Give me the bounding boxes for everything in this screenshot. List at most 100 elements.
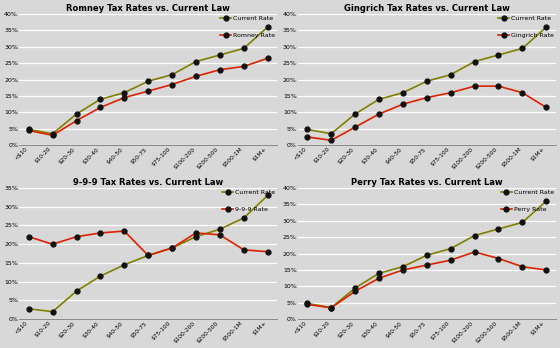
Romney Rate [121, 96, 128, 100]
Current Rate [169, 246, 175, 250]
Perry Rate [328, 306, 334, 310]
Gingrich Rate [423, 96, 430, 100]
Romney Rate [217, 68, 223, 72]
Perry Rate [423, 263, 430, 267]
9-9-9 Rate [217, 233, 223, 237]
Current Rate [352, 286, 358, 290]
Perry Rate [376, 276, 382, 280]
Current Rate [49, 132, 56, 136]
9-9-9 Rate [25, 235, 32, 239]
Current Rate [471, 234, 478, 238]
Perry Rate [399, 268, 406, 272]
Current Rate [304, 127, 311, 132]
9-9-9 Rate [264, 250, 271, 254]
Current Rate [25, 127, 32, 132]
Line: Current Rate: Current Rate [305, 199, 549, 310]
Romney Rate [193, 74, 199, 78]
Gingrich Rate [519, 90, 526, 95]
Perry Rate [447, 258, 454, 262]
Current Rate [145, 253, 152, 258]
Legend: Current Rate, Romney Rate: Current Rate, Romney Rate [219, 15, 277, 39]
Current Rate [97, 97, 104, 101]
Romney Rate [25, 128, 32, 133]
Current Rate [217, 53, 223, 57]
Current Rate [399, 90, 406, 95]
Perry Rate [543, 268, 549, 272]
Current Rate [376, 97, 382, 101]
Legend: Current Rate, 9-9-9 Rate: Current Rate, 9-9-9 Rate [221, 189, 277, 213]
Current Rate [399, 264, 406, 269]
Gingrich Rate [495, 84, 502, 88]
Current Rate [193, 235, 199, 239]
9-9-9 Rate [73, 235, 80, 239]
Romney Rate [264, 56, 271, 60]
Current Rate [264, 193, 271, 198]
9-9-9 Rate [193, 231, 199, 235]
9-9-9 Rate [49, 242, 56, 246]
Current Rate [97, 274, 104, 278]
Current Rate [352, 112, 358, 116]
9-9-9 Rate [97, 231, 104, 235]
Current Rate [25, 307, 32, 311]
Perry Rate [471, 250, 478, 254]
Gingrich Rate [304, 135, 311, 139]
Line: Gingrich Rate: Gingrich Rate [305, 84, 549, 143]
Current Rate [519, 46, 526, 50]
Current Rate [495, 227, 502, 231]
9-9-9 Rate [121, 229, 128, 233]
Perry Rate [495, 256, 502, 261]
Romney Rate [73, 119, 80, 123]
Current Rate [49, 310, 56, 314]
Current Rate [423, 253, 430, 257]
Current Rate [121, 90, 128, 95]
Perry Rate [304, 302, 311, 307]
Gingrich Rate [376, 112, 382, 116]
Gingrich Rate [543, 105, 549, 110]
Current Rate [519, 220, 526, 224]
Title: Romney Tax Rates vs. Current Law: Romney Tax Rates vs. Current Law [66, 4, 230, 13]
Current Rate [145, 79, 152, 83]
Gingrich Rate [399, 102, 406, 106]
Line: Romney Rate: Romney Rate [26, 56, 270, 138]
Perry Rate [519, 264, 526, 269]
Perry Rate [352, 289, 358, 293]
Current Rate [328, 306, 334, 310]
Current Rate [193, 60, 199, 64]
Current Rate [471, 60, 478, 64]
Line: Current Rate: Current Rate [26, 25, 270, 136]
Title: 9-9-9 Tax Rates vs. Current Law: 9-9-9 Tax Rates vs. Current Law [73, 178, 223, 187]
Gingrich Rate [471, 84, 478, 88]
Line: Perry Rate: Perry Rate [305, 250, 549, 310]
Current Rate [495, 53, 502, 57]
Current Rate [73, 112, 80, 116]
Current Rate [217, 227, 223, 231]
Current Rate [447, 247, 454, 251]
Current Rate [376, 271, 382, 275]
Title: Perry Tax Rates vs. Current Law: Perry Tax Rates vs. Current Law [351, 178, 503, 187]
9-9-9 Rate [169, 246, 175, 250]
Romney Rate [97, 105, 104, 110]
Romney Rate [145, 89, 152, 93]
Current Rate [121, 263, 128, 267]
Current Rate [328, 132, 334, 136]
Line: Current Rate: Current Rate [26, 193, 270, 314]
Current Rate [304, 301, 311, 306]
9-9-9 Rate [145, 253, 152, 258]
Current Rate [240, 46, 247, 50]
Legend: Current Rate, Perry Rate: Current Rate, Perry Rate [500, 189, 555, 213]
Title: Gingrich Tax Rates vs. Current Law: Gingrich Tax Rates vs. Current Law [344, 4, 510, 13]
Romney Rate [49, 133, 56, 137]
Line: 9-9-9 Rate: 9-9-9 Rate [26, 229, 270, 258]
Gingrich Rate [328, 138, 334, 142]
Romney Rate [240, 64, 247, 69]
Legend: Current Rate, Gingrich Rate: Current Rate, Gingrich Rate [497, 15, 555, 39]
9-9-9 Rate [240, 248, 247, 252]
Current Rate [264, 25, 271, 29]
Gingrich Rate [352, 125, 358, 129]
Gingrich Rate [447, 90, 454, 95]
Current Rate [240, 216, 247, 220]
Current Rate [447, 73, 454, 77]
Romney Rate [169, 82, 175, 87]
Current Rate [543, 25, 549, 29]
Current Rate [169, 73, 175, 77]
